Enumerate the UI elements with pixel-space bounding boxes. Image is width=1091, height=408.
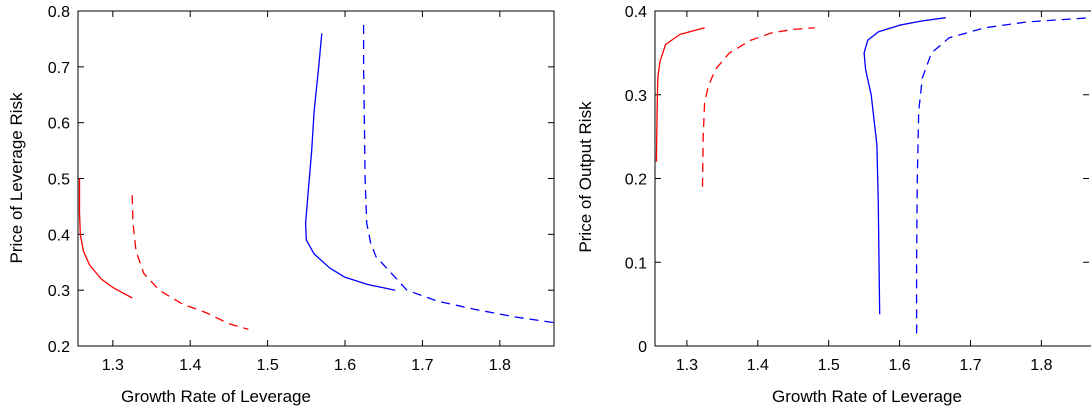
chart-leverage-risk-xtick-label: 1.6: [334, 357, 356, 374]
chart-leverage-risk-ytick-label: 0.5: [48, 172, 70, 189]
chart-leverage-risk-xtick-label: 1.8: [489, 357, 511, 374]
chart-output-risk-series-0-line: [655, 27, 705, 162]
chart-output-risk-ytick-label: 0: [638, 339, 647, 356]
chart-output-risk-ytick-label: 0.2: [625, 172, 647, 189]
chart-output-risk-xtick-label: 1.4: [747, 357, 769, 374]
chart-leverage-risk-xtick-label: 1.7: [411, 357, 433, 374]
chart-leverage-risk: Growth Rate of Leverage Price of Leverag…: [7, 4, 555, 406]
chart-output-risk-xtick-label: 1.5: [818, 357, 840, 374]
chart-output-risk-series-1-line: [701, 27, 815, 187]
chart-output-risk-xtick-label: 1.8: [1030, 357, 1052, 374]
chart-leverage-risk-xtick-label: 1.3: [102, 357, 124, 374]
chart-leverage-risk-xtick-label: 1.5: [257, 357, 279, 374]
chart-leverage-risk-ytick-label: 0.2: [48, 339, 70, 356]
chart-output-risk-ytick-label: 0.3: [625, 88, 647, 105]
chart-leverage-risk-xtick-label: 1.4: [179, 357, 201, 374]
chart-leverage-risk-ytick-label: 0.6: [48, 116, 70, 133]
chart-leverage-risk-xlabel: Growth Rate of Leverage: [121, 387, 311, 406]
chart-output-risk-ytick-label: 0.1: [625, 255, 647, 272]
chart-leverage-risk-series-0-line: [78, 178, 133, 299]
chart-output-risk-series-2-line: [863, 17, 946, 315]
chart-leverage-risk-ylabel: Price of Leverage Risk: [7, 92, 26, 264]
chart-output-risk-xtick-label: 1.7: [959, 357, 981, 374]
chart-output-risk-ytick-label: 0.4: [625, 4, 647, 21]
chart-leverage-risk-axes-frame: [77, 10, 555, 347]
chart-output-risk: Growth Rate of Leverage Price of Output …: [576, 4, 1091, 406]
chart-leverage-risk-series-2-line: [304, 33, 396, 291]
chart-output-risk-xlabel: Growth Rate of Leverage: [772, 387, 962, 406]
chart-output-risk-xtick-label: 1.3: [676, 357, 698, 374]
chart-leverage-risk-series-1-line: [131, 195, 249, 330]
chart-leverage-risk-ytick-label: 0.3: [48, 283, 70, 300]
chart-leverage-risk-series-3-line: [362, 25, 554, 324]
chart-output-risk-axes-frame: [654, 10, 1091, 347]
chart-output-risk-ylabel: Price of Output Risk: [576, 101, 595, 253]
chart-output-risk-series-3-line: [915, 17, 1091, 334]
chart-leverage-risk-ytick-label: 0.4: [48, 227, 70, 244]
chart-leverage-risk-ytick-label: 0.8: [48, 4, 70, 21]
chart-leverage-risk-ytick-label: 0.7: [48, 60, 70, 77]
chart-output-risk-xtick-label: 1.6: [888, 357, 910, 374]
